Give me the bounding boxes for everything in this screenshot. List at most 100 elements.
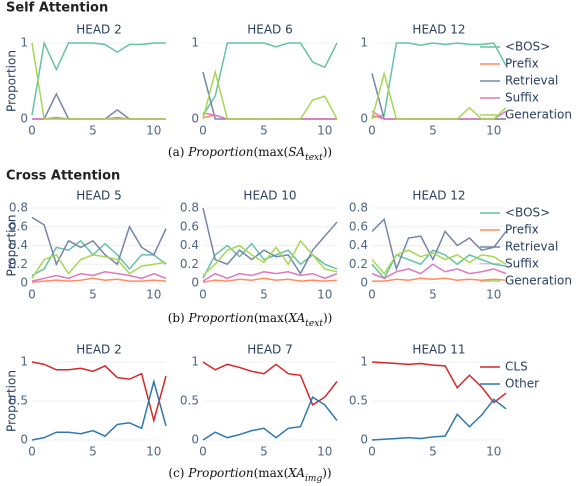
y-axis-label: Proportion <box>5 370 19 432</box>
line <box>372 277 507 282</box>
y-tick-label: 0.5 <box>180 394 199 408</box>
y-axis-label: Proportion <box>5 215 19 277</box>
line <box>31 378 167 441</box>
x-tick-label: 10 <box>146 288 161 302</box>
line <box>31 239 167 277</box>
panel-title: HEAD 5 <box>76 189 122 203</box>
line <box>32 92 166 120</box>
line <box>371 249 507 275</box>
caption-part: XA <box>287 466 305 480</box>
line <box>202 42 338 116</box>
line <box>202 395 338 441</box>
panel-title: HEAD 2 <box>76 23 122 37</box>
y-tick-label: 1 <box>191 355 199 369</box>
x-tick-label: 0 <box>368 124 376 138</box>
legend-label: Generation <box>505 108 572 122</box>
y-tick-label: 1 <box>360 36 368 50</box>
section-title: Self Attention <box>6 1 108 16</box>
y-tick-label: 0.8 <box>180 201 199 215</box>
y-tick-label: 0.5 <box>9 394 28 408</box>
caption-part: (max( <box>254 311 289 325</box>
caption-part: SA <box>288 145 305 159</box>
line <box>202 239 338 277</box>
legend-label: Suffix <box>505 91 539 105</box>
x-tick-label: 0 <box>199 124 207 138</box>
line <box>31 361 167 424</box>
x-tick-label: 10 <box>317 288 332 302</box>
line <box>31 270 167 282</box>
y-axis-label: Proportion <box>5 50 19 112</box>
panel-title: HEAD 6 <box>247 23 293 37</box>
y-tick-label: 1 <box>360 355 368 369</box>
legend-label: CLS <box>505 360 528 374</box>
line <box>371 361 507 404</box>
caption-part: )) <box>323 311 332 325</box>
line <box>202 270 338 282</box>
line <box>31 216 167 267</box>
y-tick-label: 0 <box>360 276 368 290</box>
line <box>31 277 167 283</box>
caption-part: (a) <box>168 145 188 159</box>
legend-label: Retrieval <box>505 240 558 254</box>
panel-title: HEAD 10 <box>243 189 296 203</box>
caption: (a) Proportion(max(SAtext)) <box>168 145 332 163</box>
legend-label: Retrieval <box>505 74 558 88</box>
x-tick-label: 0 <box>199 445 207 459</box>
y-tick-label: 0 <box>20 433 28 447</box>
line <box>31 253 167 279</box>
line <box>202 361 338 407</box>
y-tick-label: 0.4 <box>349 238 368 252</box>
x-tick-label: 10 <box>317 445 332 459</box>
section-title: Cross Attention <box>6 169 120 184</box>
caption-part: Proportion <box>188 311 254 325</box>
y-tick-label: 0.2 <box>180 257 199 271</box>
panel-title: HEAD 12 <box>412 189 465 203</box>
x-tick-label: 5 <box>429 288 437 302</box>
line <box>31 40 166 116</box>
caption-part: text <box>305 319 323 329</box>
x-tick-label: 10 <box>317 124 332 138</box>
x-tick-label: 5 <box>260 124 268 138</box>
line <box>202 207 338 276</box>
y-tick-label: 0 <box>360 433 368 447</box>
y-tick-label: 0 <box>20 112 28 126</box>
x-tick-label: 5 <box>89 445 97 459</box>
x-tick-label: 5 <box>260 288 268 302</box>
line <box>371 398 507 441</box>
y-tick-label: 1 <box>20 355 28 369</box>
panel-title: HEAD 12 <box>412 23 465 37</box>
panel-title: HEAD 11 <box>412 343 465 357</box>
line <box>371 217 507 272</box>
y-tick-label: 0.6 <box>349 219 368 233</box>
x-tick-label: 0 <box>368 288 376 302</box>
line <box>202 68 338 120</box>
legend-label: <BOS> <box>505 40 550 54</box>
line <box>371 42 507 119</box>
line <box>31 42 166 120</box>
x-tick-label: 0 <box>28 124 36 138</box>
caption-part: XA <box>288 311 306 325</box>
caption-part: text <box>305 153 323 163</box>
x-tick-label: 5 <box>429 445 437 459</box>
y-tick-label: 1 <box>191 36 199 50</box>
caption-part: Proportion <box>187 466 253 480</box>
y-tick-label: 1 <box>20 36 28 50</box>
legend-label: Other <box>505 377 539 391</box>
y-tick-label: 0 <box>191 276 199 290</box>
caption: (c) Proportion(max(XAimg)) <box>168 466 331 484</box>
y-tick-label: 0.4 <box>180 238 199 252</box>
y-tick-label: 0.6 <box>9 219 28 233</box>
x-tick-label: 5 <box>89 288 97 302</box>
line <box>371 70 507 120</box>
caption-part: )) <box>322 466 331 480</box>
x-tick-label: 5 <box>260 445 268 459</box>
y-tick-label: 0.6 <box>180 219 199 233</box>
caption: (b) Proportion(max(XAtext)) <box>168 311 333 329</box>
caption-part: )) <box>323 145 332 159</box>
legend-label: <BOS> <box>505 206 550 220</box>
x-tick-label: 0 <box>199 288 207 302</box>
y-tick-label: 0.2 <box>349 257 368 271</box>
line <box>202 277 338 283</box>
y-tick-label: 0.2 <box>9 257 28 271</box>
